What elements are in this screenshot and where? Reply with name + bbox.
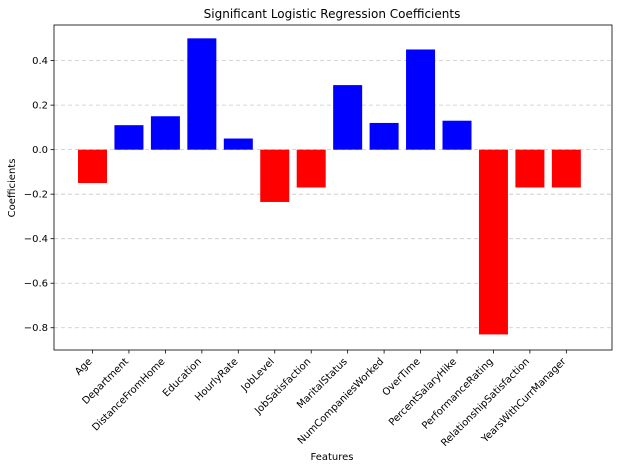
y-tick-label: 0.2 [32, 101, 48, 112]
chart-title: Significant Logistic Regression Coeffici… [204, 7, 461, 21]
bar-education [187, 38, 217, 150]
bar-jobsatisfaction [296, 149, 326, 188]
bar-performancerating [478, 149, 508, 335]
bar-relationshipsatisfaction [515, 149, 545, 188]
bar-yearswithcurrmanager [551, 149, 581, 188]
y-tick-label: 0.4 [32, 56, 48, 67]
bar-age [78, 149, 107, 184]
bar-numcompaniesworked [369, 122, 399, 150]
x-tick-label: DistanceFromHome [90, 356, 167, 433]
y-axis-label: Coefficients [7, 159, 18, 218]
plot-frame [53, 24, 613, 351]
x-tick-label: Age [73, 356, 94, 377]
x-tick-label: JobLevel [239, 356, 277, 394]
bar-overtime [406, 49, 436, 150]
x-ticks: AgeDepartmentDistanceFromHomeEducationHo… [73, 350, 569, 449]
y-tick-label: −0.8 [24, 323, 48, 334]
bar-percentsalaryhike [442, 120, 472, 150]
y-tick-label: −0.4 [24, 234, 48, 245]
bars [78, 38, 581, 335]
y-tick-label: 0.0 [32, 145, 48, 156]
x-axis-label: Features [311, 452, 354, 463]
x-tick-label: PercentSalaryHike [387, 356, 459, 428]
bar-joblevel [260, 149, 290, 202]
y-ticks: −0.8 −0.6 −0.4 −0.2 0.0 0.2 0.4 [24, 56, 54, 334]
x-tick-label: PerformanceRating [420, 356, 495, 431]
bar-department [114, 125, 144, 150]
grid-lines [54, 60, 612, 329]
bar-distancefromhome [150, 116, 180, 150]
y-tick-label: −0.6 [24, 279, 48, 290]
bar-maritalstatus [333, 85, 363, 150]
y-tick-label: −0.2 [24, 190, 48, 201]
bar-hourlyrate [223, 138, 253, 150]
